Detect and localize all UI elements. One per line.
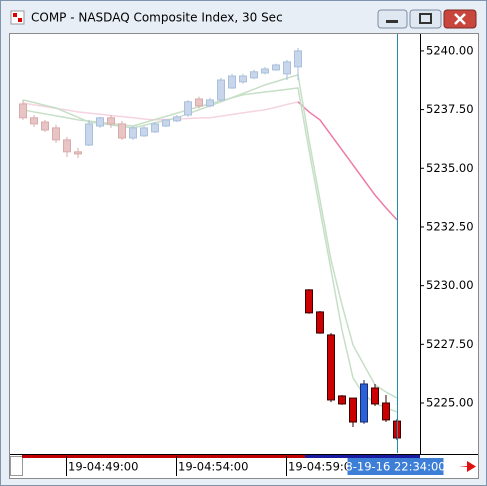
candle-body bbox=[52, 127, 60, 141]
candle-body bbox=[239, 75, 247, 83]
candle-body bbox=[140, 127, 148, 137]
chart-panel bbox=[9, 33, 479, 479]
maximize-button[interactable] bbox=[409, 9, 442, 29]
candle-body bbox=[30, 117, 38, 125]
candle-body bbox=[151, 123, 159, 133]
candle-body bbox=[195, 98, 203, 107]
candle-body bbox=[371, 387, 379, 405]
candle-body bbox=[382, 402, 390, 421]
x-tick-label: 19-04:59:00 bbox=[288, 460, 358, 474]
maximize-icon bbox=[419, 13, 432, 24]
candle-body bbox=[360, 383, 368, 423]
close-icon bbox=[454, 13, 466, 25]
y-tick-label: 5237.50 bbox=[426, 102, 474, 116]
candle-body bbox=[41, 121, 49, 131]
cursor-label-bg bbox=[347, 458, 444, 475]
candle-body bbox=[283, 61, 291, 75]
candle-body bbox=[217, 79, 225, 101]
candle-body bbox=[63, 139, 71, 153]
candle-body bbox=[173, 116, 181, 122]
moving-average-line bbox=[297, 101, 398, 221]
candle-body bbox=[118, 123, 126, 139]
candle-body bbox=[316, 311, 324, 334]
app-icon-mark bbox=[18, 18, 22, 22]
candle-body bbox=[305, 289, 313, 314]
y-tick-label: 5230.00 bbox=[426, 278, 474, 292]
scroll-right-arrow[interactable] bbox=[459, 461, 476, 472]
candle-body bbox=[85, 123, 93, 146]
candle-body bbox=[228, 75, 236, 89]
scroll-box[interactable] bbox=[10, 456, 23, 476]
candle-body bbox=[272, 64, 280, 71]
cursor-label: 8-19-16 22:34:00 bbox=[345, 460, 445, 474]
moving-average-line bbox=[22, 101, 299, 121]
candle-body bbox=[184, 101, 192, 116]
candle-body bbox=[294, 50, 302, 68]
plot-area: 5240.00 5237.50 5235.00 5232.50 5230.00 5227.… bbox=[19, 34, 474, 476]
y-tick-label: 5235.00 bbox=[426, 161, 474, 175]
candle-body bbox=[261, 68, 269, 74]
minimize-button[interactable] bbox=[377, 9, 408, 29]
y-tick-label: 5240.00 bbox=[426, 43, 474, 57]
candle-body bbox=[349, 397, 357, 423]
candle-body bbox=[19, 103, 27, 119]
y-tick-label: 5232.50 bbox=[426, 219, 474, 233]
candle-body bbox=[162, 119, 170, 127]
minimize-icon bbox=[386, 20, 398, 23]
candle-body bbox=[250, 71, 258, 79]
scroll-bar-current bbox=[305, 455, 420, 458]
window-title: COMP - NASDAQ Composite Index, 30 Sec bbox=[31, 11, 283, 25]
y-tick-label: 5227.50 bbox=[426, 337, 474, 351]
candle-body bbox=[129, 127, 137, 139]
y-tick-label: 5225.00 bbox=[426, 396, 474, 410]
scroll-bar-past bbox=[22, 455, 305, 458]
candle-body bbox=[107, 117, 115, 125]
x-tick-label: 19-04:49:00 bbox=[68, 460, 138, 474]
app-icon bbox=[10, 10, 25, 25]
candle-body bbox=[327, 334, 335, 401]
x-tick-label: 19-04:54:00 bbox=[178, 460, 248, 474]
candle-body bbox=[206, 99, 214, 107]
candle-body bbox=[96, 117, 104, 127]
app-icon-mark bbox=[13, 13, 17, 17]
candle-body bbox=[74, 151, 82, 155]
candle-body bbox=[338, 395, 346, 405]
